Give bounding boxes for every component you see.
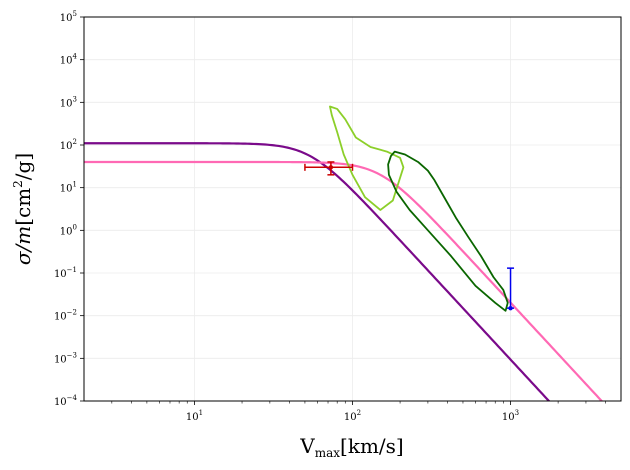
errorbar-point — [328, 165, 334, 170]
x-tick-base: 10 — [344, 412, 357, 423]
x-tick-label: 101 — [186, 409, 203, 423]
y-tick-exp: −2 — [67, 309, 77, 317]
y-tick-base: 10 — [54, 397, 67, 408]
y-axis-label: σ/m[cm2/g] — [11, 153, 35, 265]
axis-ticks: 101 102 10310−410−310−210−1100101102103104… — [54, 10, 606, 423]
lightgreen-contour — [329, 105, 405, 211]
x-tick-label: 103 — [502, 409, 519, 423]
y-tick-exp: 4 — [73, 53, 78, 61]
darkgreen-contour — [387, 150, 509, 312]
x-tick-label: 102 — [344, 409, 361, 423]
y-tick-label: 10−2 — [54, 309, 77, 323]
x-tick-base: 10 — [502, 412, 515, 423]
y-tick-label: 10−3 — [54, 351, 77, 365]
y-tick-exp: 1 — [73, 181, 77, 189]
y-tick-label: 102 — [60, 138, 77, 152]
y-tick-base: 10 — [60, 141, 73, 152]
y-tick-label: 101 — [60, 181, 77, 195]
y-tick-base: 10 — [54, 312, 67, 323]
y-tick-exp: 0 — [73, 223, 77, 231]
y-tick-base: 10 — [60, 98, 73, 109]
x-tick-exp: 2 — [357, 409, 361, 417]
y-label-unit-sup: 2 — [11, 180, 25, 188]
y-label-unit-pre: [cm — [11, 188, 35, 226]
y-tick-label: 103 — [60, 95, 77, 109]
y-tick-base: 10 — [54, 354, 67, 365]
y-tick-exp: 3 — [73, 95, 77, 103]
x-label-unit: [km/s] — [340, 434, 404, 458]
x-label-sub: max — [315, 446, 341, 460]
y-tick-label: 10−4 — [54, 394, 78, 408]
y-tick-label: 105 — [60, 10, 77, 24]
purple-model-curve — [84, 142, 551, 401]
y-tick-label: 100 — [60, 223, 77, 237]
y-tick-exp: 5 — [73, 10, 77, 18]
errorbar-point — [508, 305, 513, 311]
y-tick-base: 10 — [60, 56, 73, 67]
y-tick-exp: −1 — [67, 266, 77, 274]
y-tick-exp: −3 — [67, 351, 77, 359]
blue-errorbar — [507, 267, 515, 311]
y-tick-label: 10−1 — [54, 266, 77, 280]
y-tick-base: 10 — [60, 226, 73, 237]
x-tick-base: 10 — [186, 412, 199, 423]
y-tick-base: 10 — [54, 269, 67, 280]
grid-lines — [84, 17, 621, 401]
x-tick-exp: 1 — [199, 409, 203, 417]
red-errorbar — [304, 161, 354, 176]
y-tick-base: 10 — [60, 13, 73, 24]
x-label-main: V — [299, 434, 315, 458]
y-tick-exp: 2 — [73, 138, 77, 146]
x-axis-label: Vmax[km/s] — [299, 434, 403, 460]
y-label-main: σ/m — [11, 226, 35, 265]
plot-series — [84, 105, 604, 401]
y-tick-label: 104 — [60, 53, 78, 67]
y-label-unit-post: /g] — [11, 153, 35, 180]
y-tick-exp: −4 — [67, 394, 78, 402]
x-tick-exp: 3 — [515, 409, 519, 417]
y-tick-base: 10 — [60, 184, 73, 195]
